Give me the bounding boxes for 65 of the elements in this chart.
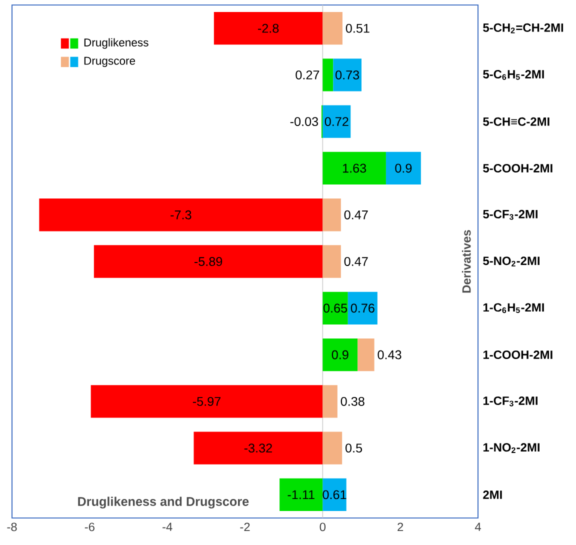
bar [322, 12, 342, 45]
data-label: -2.8 [258, 24, 279, 33]
bar [90, 385, 323, 418]
y-tick-label: 5-NO$_{2}$-2MI [483, 256, 540, 266]
bar [280, 478, 323, 512]
data-label: -7.3 [170, 210, 192, 220]
data-label: -3.32 [244, 444, 272, 453]
bar [94, 245, 323, 278]
data-label: 0.9 [332, 350, 348, 360]
y-tick-label: 5-CF$_{3}$-2MI [483, 210, 538, 220]
data-label: 0.9 [395, 164, 412, 173]
bar [322, 385, 338, 418]
bar [39, 198, 323, 232]
data-label: 0.65 [324, 304, 348, 313]
x-tick-label: 4 [474, 522, 481, 531]
data-label: -0.03 [290, 117, 318, 126]
y-axis-title: Derivatives [462, 230, 471, 293]
y-tick-label: 5-C$_{6}$H$_{5}$-2MI [483, 70, 544, 80]
data-label: -1.11 [288, 490, 314, 500]
bar [333, 58, 362, 92]
y-tick-label: 1-NO$_{2}$-2MI [483, 443, 540, 453]
y-tick-label: 2MI [483, 490, 502, 499]
bar [322, 58, 334, 92]
legend-label: Druglikeness [84, 38, 148, 49]
x-tick-label: 2 [398, 522, 404, 532]
x-tick-label: -8 [7, 522, 17, 532]
data-label: -5.89 [194, 257, 222, 266]
data-label: 0.27 [296, 70, 320, 80]
bar [322, 478, 346, 512]
bar [322, 292, 348, 324]
y-tick-label: 1-C$_{6}$H$_{5}$-2MI [483, 303, 544, 314]
data-label: 0.61 [322, 490, 346, 500]
annotation: Druglikeness and Drugscore [78, 496, 249, 509]
data-label: 1.63 [343, 164, 366, 173]
data-label: 0.5 [346, 444, 362, 453]
bar [322, 338, 358, 372]
bar [322, 245, 341, 278]
bar [348, 292, 378, 324]
data-label: 0.43 [378, 350, 402, 360]
y-tick-label: 1-COOH-2MI [483, 350, 552, 360]
y-tick-label: 1-CF$_{3}$-2MI [483, 396, 538, 406]
data-label: 0.38 [340, 396, 364, 406]
bar [358, 338, 374, 372]
data-label: -5.97 [192, 396, 221, 406]
y-tick-label: 5-CH$_{2}$=CH-2MI [483, 23, 564, 34]
bar [322, 198, 341, 232]
data-label: 0.76 [350, 304, 374, 313]
bar [214, 12, 323, 45]
bar [386, 152, 421, 185]
y-tick-label: 5-COOH-2MI [483, 164, 552, 172]
data-label: 0.47 [344, 210, 368, 220]
bar [194, 432, 323, 464]
data-label: 0.72 [324, 117, 348, 126]
x-tick-label: 0 [320, 522, 326, 532]
bar [322, 432, 342, 464]
bar [322, 152, 386, 185]
data-label: 0.51 [346, 24, 370, 33]
bar [322, 105, 351, 138]
x-tick-label: -4 [162, 522, 172, 531]
data-label: 0.73 [336, 70, 360, 80]
y-tick-label: 5-CH≡C-2MI [483, 117, 550, 126]
x-tick-label: -6 [84, 522, 94, 532]
legend-label: Drugscore [84, 56, 136, 67]
x-tick-label: -2 [240, 522, 250, 532]
data-label: 0.47 [344, 257, 368, 266]
